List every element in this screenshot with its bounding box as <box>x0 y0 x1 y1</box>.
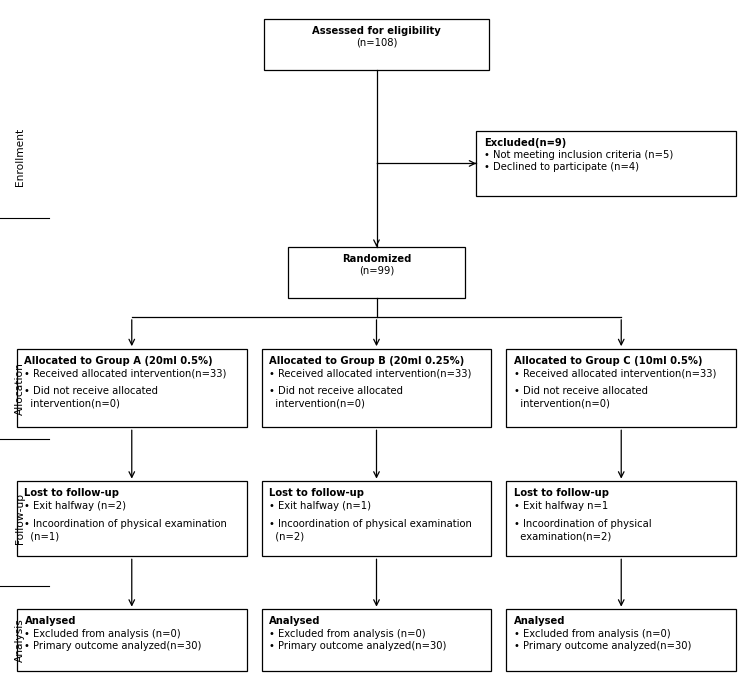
FancyBboxPatch shape <box>262 609 491 671</box>
Text: Follow-up: Follow-up <box>15 493 26 545</box>
Text: Enrollment: Enrollment <box>15 127 26 186</box>
FancyBboxPatch shape <box>506 481 736 556</box>
FancyBboxPatch shape <box>476 131 736 196</box>
Text: • Incoordination of physical examination: • Incoordination of physical examination <box>270 519 472 529</box>
Text: Analysed: Analysed <box>514 616 566 627</box>
Text: intervention(n=0): intervention(n=0) <box>270 399 365 409</box>
Text: • Incoordination of physical: • Incoordination of physical <box>514 519 651 529</box>
Text: Analysed: Analysed <box>24 616 76 627</box>
Text: (n=1): (n=1) <box>24 531 59 541</box>
Text: intervention(n=0): intervention(n=0) <box>514 399 610 409</box>
Text: Lost to follow-up: Lost to follow-up <box>24 488 120 498</box>
FancyBboxPatch shape <box>264 18 489 69</box>
Text: Lost to follow-up: Lost to follow-up <box>514 488 609 498</box>
Text: • Received allocated intervention(n=33): • Received allocated intervention(n=33) <box>24 368 227 378</box>
Text: Lost to follow-up: Lost to follow-up <box>270 488 364 498</box>
Text: Allocated to Group C (10ml 0.5%): Allocated to Group C (10ml 0.5%) <box>514 355 703 366</box>
Text: (n=2): (n=2) <box>270 531 304 541</box>
Text: (n=108): (n=108) <box>356 37 397 48</box>
Text: • Incoordination of physical examination: • Incoordination of physical examination <box>24 519 227 529</box>
Text: Randomized: Randomized <box>342 254 411 264</box>
Text: • Primary outcome analyzed(n=30): • Primary outcome analyzed(n=30) <box>24 641 202 651</box>
Text: • Declined to participate (n=4): • Declined to participate (n=4) <box>484 163 639 172</box>
Text: intervention(n=0): intervention(n=0) <box>24 399 120 409</box>
Text: Allocated to Group B (20ml 0.25%): Allocated to Group B (20ml 0.25%) <box>270 355 465 366</box>
Text: • Received allocated intervention(n=33): • Received allocated intervention(n=33) <box>270 368 471 378</box>
Text: Analysis: Analysis <box>15 618 26 662</box>
FancyBboxPatch shape <box>17 481 247 556</box>
Text: • Received allocated intervention(n=33): • Received allocated intervention(n=33) <box>514 368 716 378</box>
Text: Analysed: Analysed <box>270 616 321 627</box>
Text: Allocated to Group A (20ml 0.5%): Allocated to Group A (20ml 0.5%) <box>24 355 213 366</box>
Text: Allocation: Allocation <box>15 362 26 415</box>
Text: • Excluded from analysis (n=0): • Excluded from analysis (n=0) <box>514 629 671 639</box>
Text: • Primary outcome analyzed(n=30): • Primary outcome analyzed(n=30) <box>270 641 447 651</box>
FancyBboxPatch shape <box>17 609 247 671</box>
Text: Assessed for eligibility: Assessed for eligibility <box>312 26 441 35</box>
Text: • Did not receive allocated: • Did not receive allocated <box>270 387 403 396</box>
Text: • Excluded from analysis (n=0): • Excluded from analysis (n=0) <box>270 629 426 639</box>
Text: • Exit halfway n=1: • Exit halfway n=1 <box>514 501 608 511</box>
FancyBboxPatch shape <box>262 481 491 556</box>
Text: • Exit halfway (n=1): • Exit halfway (n=1) <box>270 501 371 511</box>
FancyBboxPatch shape <box>288 247 465 298</box>
FancyBboxPatch shape <box>506 349 736 428</box>
Text: • Not meeting inclusion criteria (n=5): • Not meeting inclusion criteria (n=5) <box>484 151 673 160</box>
Text: • Excluded from analysis (n=0): • Excluded from analysis (n=0) <box>24 629 181 639</box>
Text: • Exit halfway (n=2): • Exit halfway (n=2) <box>24 501 127 511</box>
FancyBboxPatch shape <box>506 609 736 671</box>
Text: Excluded(n=9): Excluded(n=9) <box>484 138 566 148</box>
FancyBboxPatch shape <box>17 349 247 428</box>
Text: • Primary outcome analyzed(n=30): • Primary outcome analyzed(n=30) <box>514 641 691 651</box>
Text: examination(n=2): examination(n=2) <box>514 531 611 541</box>
Text: • Did not receive allocated: • Did not receive allocated <box>514 387 648 396</box>
Text: • Did not receive allocated: • Did not receive allocated <box>24 387 158 396</box>
Text: (n=99): (n=99) <box>359 266 394 276</box>
FancyBboxPatch shape <box>262 349 491 428</box>
